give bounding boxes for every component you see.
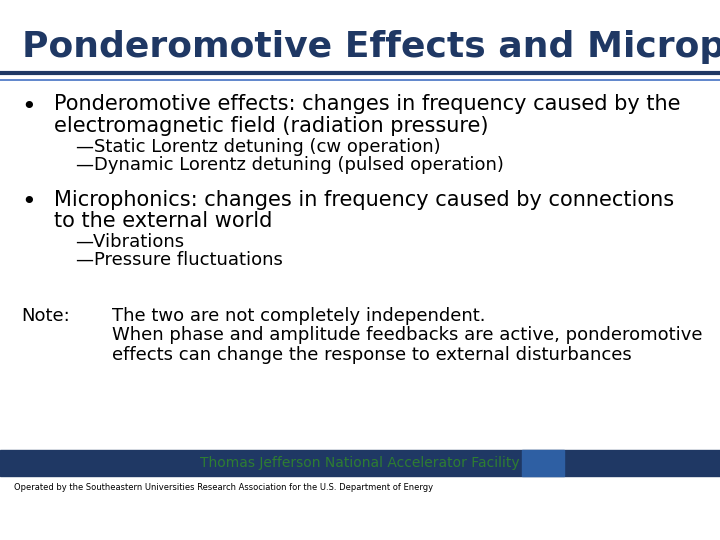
Text: —Pressure fluctuations: —Pressure fluctuations [76,251,282,269]
Text: The two are not completely independent.: The two are not completely independent. [112,307,485,325]
Text: Microphonics: changes in frequency caused by connections: Microphonics: changes in frequency cause… [54,190,674,210]
Bar [0,450,720,476]
Text: to the external world: to the external world [54,211,272,231]
Text: —Static Lorentz detuning (cw operation): —Static Lorentz detuning (cw operation) [76,138,440,156]
Text: Operated by the Southeastern Universities Research Association for the U.S. Depa: Operated by the Southeastern Universitie… [14,483,433,492]
Text: —Vibrations: —Vibrations [76,233,185,251]
Text: Thomas Jefferson National Accelerator Facility: Thomas Jefferson National Accelerator Fa… [200,456,520,470]
Text: Ponderomotive effects: changes in frequency caused by the: Ponderomotive effects: changes in freque… [54,94,680,114]
Text: Ponderomotive Effects and Microphonics: Ponderomotive Effects and Microphonics [22,30,720,64]
Text: When phase and amplitude feedbacks are active, ponderomotive: When phase and amplitude feedbacks are a… [112,326,702,344]
Text: —Dynamic Lorentz detuning (pulsed operation): —Dynamic Lorentz detuning (pulsed operat… [76,156,503,173]
Text: electromagnetic field (radiation pressure): electromagnetic field (radiation pressur… [54,116,488,136]
Text: •: • [22,94,36,118]
Text: effects can change the response to external disturbances: effects can change the response to exter… [112,346,631,363]
Bar [522,450,564,476]
Text: •: • [22,190,36,214]
Text: Note:: Note: [22,307,71,325]
